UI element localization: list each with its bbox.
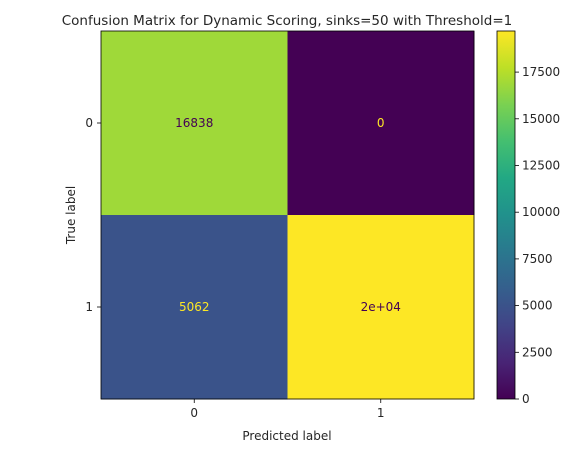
colorbar-tick-label: 0 xyxy=(522,392,530,406)
cell-value-label: 2e+04 xyxy=(361,300,401,314)
heatmap-cell xyxy=(101,215,288,400)
colorbar-ticks: 0 2500 5000 7500 10000 12500 15000 17500 xyxy=(515,65,560,406)
colorbar-tick-label: 5000 xyxy=(522,299,553,313)
colorbar-tick-label: 10000 xyxy=(522,205,560,219)
colorbar-tick-label: 2500 xyxy=(522,345,553,359)
heatmap-cells xyxy=(101,31,475,400)
colorbar-tick-label: 7500 xyxy=(522,252,553,266)
x-tick-label: 0 xyxy=(190,406,198,420)
y-axis-ticks: 01 xyxy=(85,116,101,314)
colorbar xyxy=(496,30,516,400)
x-tick-label: 1 xyxy=(377,406,385,420)
colorbar-tick-label: 15000 xyxy=(522,112,560,126)
cell-value-label: 0 xyxy=(377,116,385,130)
heatmap-cell xyxy=(287,215,475,400)
cell-labels: 16838 0 5062 2e+04 xyxy=(175,116,401,314)
y-tick-label: 1 xyxy=(85,300,93,314)
y-axis-label: True label xyxy=(64,186,78,245)
chart-title: Confusion Matrix for Dynamic Scoring, si… xyxy=(62,13,513,29)
cell-value-label: 5062 xyxy=(179,300,210,314)
x-axis-label: Predicted label xyxy=(242,429,331,443)
heatmap-cell xyxy=(287,31,475,216)
heatmap-cell xyxy=(101,31,288,216)
colorbar-tick-label: 17500 xyxy=(522,65,560,79)
y-tick-label: 0 xyxy=(85,116,93,130)
cell-value-label: 16838 xyxy=(175,116,213,130)
colorbar-tick-label: 12500 xyxy=(522,158,560,172)
plot-frame xyxy=(100,30,475,400)
